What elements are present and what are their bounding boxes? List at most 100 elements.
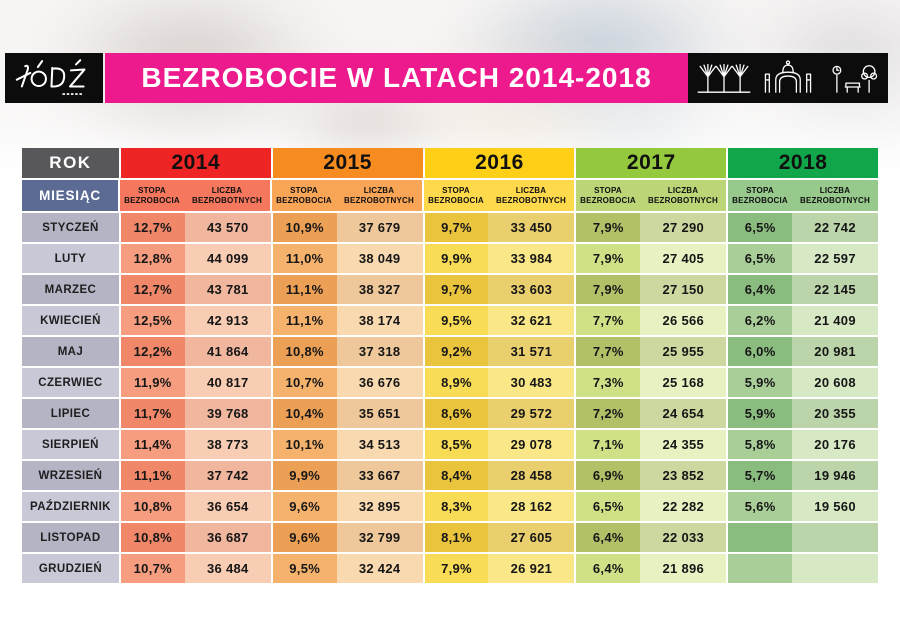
stopa-cell: 6,4% <box>576 554 641 583</box>
liczba-cell: 25 955 <box>640 337 727 366</box>
stopa-cell: 5,7% <box>728 461 793 490</box>
month-cell: SIERPIEŃ <box>22 430 119 459</box>
stopa-cell: 7,2% <box>576 399 641 428</box>
liczba-cell: 29 572 <box>488 399 575 428</box>
stopa-cell: 5,9% <box>728 368 793 397</box>
liczba-cell: 27 605 <box>488 523 575 552</box>
liczba-cell: 37 742 <box>184 461 271 490</box>
stopa-cell: 6,4% <box>728 275 793 304</box>
liczba-cell <box>792 554 879 583</box>
stopa-cell: 9,9% <box>272 461 337 490</box>
stopa-cell: 9,6% <box>272 492 337 521</box>
month-cell: GRUDZIEŃ <box>22 554 119 583</box>
stopa-cell: 10,1% <box>272 430 337 459</box>
month-cell: KWIECIEŃ <box>22 306 119 335</box>
liczba-cell: 33 450 <box>488 213 575 242</box>
liczba-cell: 30 483 <box>488 368 575 397</box>
stopa-cell: 9,7% <box>424 213 489 242</box>
stopa-header: STOPA BEZROBOCIA <box>732 185 788 205</box>
table-row: STYCZEŃ 12,7% 43 570 10,9% 37 679 9,7% 33 450 7… <box>22 213 879 242</box>
stopa-cell: 10,9% <box>272 213 337 242</box>
liczba-cell: 40 817 <box>184 368 271 397</box>
month-cell: STYCZEŃ <box>22 213 119 242</box>
stopa-cell: 10,8% <box>120 492 185 521</box>
stopa-cell: 11,0% <box>272 244 337 273</box>
stopa-cell: 8,1% <box>424 523 489 552</box>
lodz-logo <box>5 53 103 103</box>
liczba-header: LICZBA BEZROBOTNYCH <box>496 185 566 205</box>
stopa-header: STOPA BEZROBOCIA <box>428 185 484 205</box>
landmark-icons <box>688 53 888 103</box>
month-cell: LUTY <box>22 244 119 273</box>
liczba-cell: 42 913 <box>184 306 271 335</box>
lodz-logo-icon <box>15 59 86 95</box>
page-title: BEZROBOCIE W LATACH 2014-2018 <box>141 62 652 93</box>
table-row: LIPIEC 11,7% 39 768 10,4% 35 651 8,6% 29 572 7,… <box>22 399 879 428</box>
stopa-cell: 10,4% <box>272 399 337 428</box>
stopa-cell: 9,9% <box>424 244 489 273</box>
stopa-cell: 9,6% <box>272 523 337 552</box>
stopa-cell: 10,8% <box>272 337 337 366</box>
stopa-cell: 6,4% <box>576 523 641 552</box>
liczba-header: LICZBA BEZROBOTNYCH <box>344 185 414 205</box>
liczba-cell: 38 174 <box>336 306 423 335</box>
stopa-cell: 11,4% <box>120 430 185 459</box>
stopa-cell: 11,9% <box>120 368 185 397</box>
liczba-header: LICZBA BEZROBOTNYCH <box>648 185 718 205</box>
stopa-cell: 7,7% <box>576 306 641 335</box>
stopa-cell: 8,9% <box>424 368 489 397</box>
liczba-cell: 27 150 <box>640 275 727 304</box>
liczba-cell: 23 852 <box>640 461 727 490</box>
liczba-cell: 41 864 <box>184 337 271 366</box>
stopa-cell: 10,7% <box>120 554 185 583</box>
liczba-cell: 36 676 <box>336 368 423 397</box>
liczba-cell: 28 458 <box>488 461 575 490</box>
table-row: LISTOPAD 10,8% 36 687 9,6% 32 799 8,1% 27 605 6… <box>22 523 879 552</box>
stopa-cell: 7,1% <box>576 430 641 459</box>
liczba-cell: 20 176 <box>792 430 879 459</box>
metric-header-row: MIESIĄC STOPA BEZROBOCIA LICZBA BEZROBOTNYCH… <box>22 180 878 211</box>
park-icon <box>831 65 877 93</box>
liczba-cell: 32 895 <box>336 492 423 521</box>
miesiac-label: MIESIĄC <box>22 180 118 211</box>
year-header-2015: 2015 <box>272 148 423 178</box>
stopa-cell <box>728 523 793 552</box>
table-row: MAJ 12,2% 41 864 10,8% 37 318 9,2% 31 571 7,7% 2… <box>22 337 879 366</box>
liczba-cell: 33 667 <box>336 461 423 490</box>
stopa-cell: 10,7% <box>272 368 337 397</box>
stopa-cell: 12,5% <box>120 306 185 335</box>
stopa-cell: 11,1% <box>120 461 185 490</box>
stopa-cell: 7,7% <box>576 337 641 366</box>
stopa-cell: 12,8% <box>120 244 185 273</box>
table-row: SIERPIEŃ 11,4% 38 773 10,1% 34 513 8,5% 29 078… <box>22 430 879 459</box>
stopa-cell: 6,0% <box>728 337 793 366</box>
stopa-cell: 11,7% <box>120 399 185 428</box>
rok-label: ROK <box>22 148 119 178</box>
liczba-cell: 24 654 <box>640 399 727 428</box>
year-header-2018: 2018 <box>728 148 879 178</box>
month-cell: PAŹDZIERNIK <box>22 492 119 521</box>
gate-icon <box>764 60 812 93</box>
liczba-cell: 27 405 <box>640 244 727 273</box>
stopa-header: STOPA BEZROBOCIA <box>276 185 332 205</box>
month-cell: MARZEC <box>22 275 119 304</box>
stopa-cell: 9,5% <box>424 306 489 335</box>
liczba-cell: 33 603 <box>488 275 575 304</box>
stopa-cell: 9,2% <box>424 337 489 366</box>
liczba-cell: 35 651 <box>336 399 423 428</box>
stopa-cell: 7,3% <box>576 368 641 397</box>
stopa-cell: 9,5% <box>272 554 337 583</box>
stopa-cell: 11,1% <box>272 275 337 304</box>
liczba-cell: 31 571 <box>488 337 575 366</box>
table-row: KWIECIEŃ 12,5% 42 913 11,1% 38 174 9,5% 32 621… <box>22 306 879 335</box>
liczba-cell: 36 654 <box>184 492 271 521</box>
liczba-cell: 36 484 <box>184 554 271 583</box>
stopa-cell: 11,1% <box>272 306 337 335</box>
liczba-cell: 32 799 <box>336 523 423 552</box>
year-header-2014: 2014 <box>120 148 271 178</box>
stopa-cell: 12,7% <box>120 275 185 304</box>
year-header-2017: 2017 <box>576 148 727 178</box>
liczba-cell: 20 981 <box>792 337 879 366</box>
liczba-cell: 28 162 <box>488 492 575 521</box>
liczba-cell: 37 679 <box>336 213 423 242</box>
